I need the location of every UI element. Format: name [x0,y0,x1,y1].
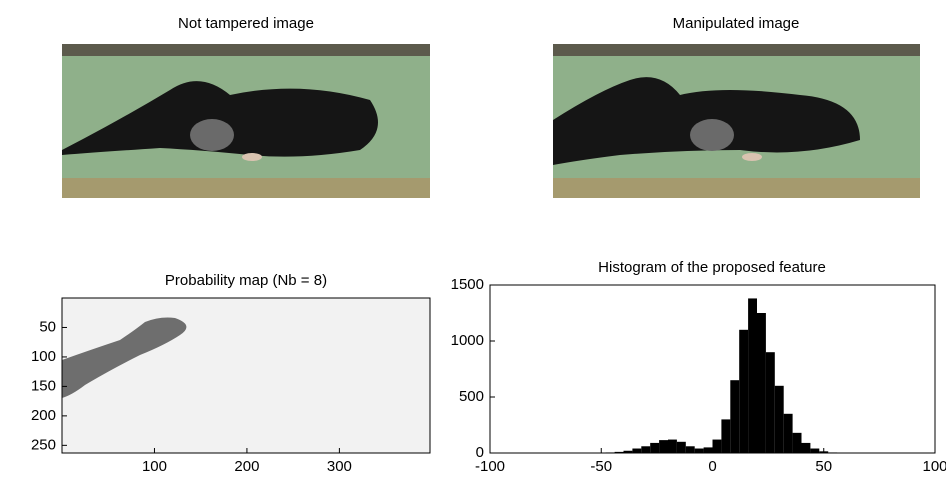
histogram-bar [650,443,659,453]
histogram-bar [695,449,704,453]
x-tick-label: 50 [815,458,832,475]
histogram-bar [739,330,748,453]
histogram-bar [668,440,677,453]
histogram-bar [748,298,757,453]
x-tick-label: 200 [234,458,259,475]
y-tick-label: 50 [39,318,56,335]
histogram-bar [802,443,811,453]
panel-title: Not tampered image [178,15,314,32]
image-2 [553,44,920,198]
x-tick-label: 100 [142,458,167,475]
y-tick-label: 250 [31,436,56,453]
panel-title: Histogram of the proposed feature [598,259,826,276]
histogram-bar [686,446,695,453]
y-tick-label: 1000 [451,332,484,349]
histogram-bar [784,414,793,453]
figure: Not tampered image Manipulated image Pro… [0,0,946,484]
histogram-bar [775,386,784,453]
y-tick-label: 200 [31,407,56,424]
histogram-bar [766,352,775,453]
y-tick-label: 150 [31,377,56,394]
y-tick-label: 100 [31,348,56,365]
panel-title: Manipulated image [673,15,800,32]
histogram-bar [659,440,668,453]
histogram-bar [704,447,713,453]
histogram-bar [810,449,819,453]
y-tick-label: 500 [459,388,484,405]
histogram-bar [793,433,802,453]
histogram-bar [757,313,766,453]
histogram-bar [713,440,722,453]
image-1 [62,44,430,198]
x-tick-label: 100 [922,458,946,475]
histogram-bar [730,380,739,453]
x-tick-label: -50 [590,458,612,475]
histogram-bar [677,442,686,453]
axes-box [490,285,935,453]
histogram-bar [641,446,650,453]
y-tick-label: 1500 [451,276,484,293]
histogram-bar [632,449,641,453]
histogram-bar [721,419,730,453]
probability-map-image [62,298,430,453]
x-tick-label: 300 [327,458,352,475]
y-tick-label: 0 [476,444,484,461]
x-tick-label: 0 [708,458,716,475]
panel-title: Probability map (Nb = 8) [165,272,327,289]
